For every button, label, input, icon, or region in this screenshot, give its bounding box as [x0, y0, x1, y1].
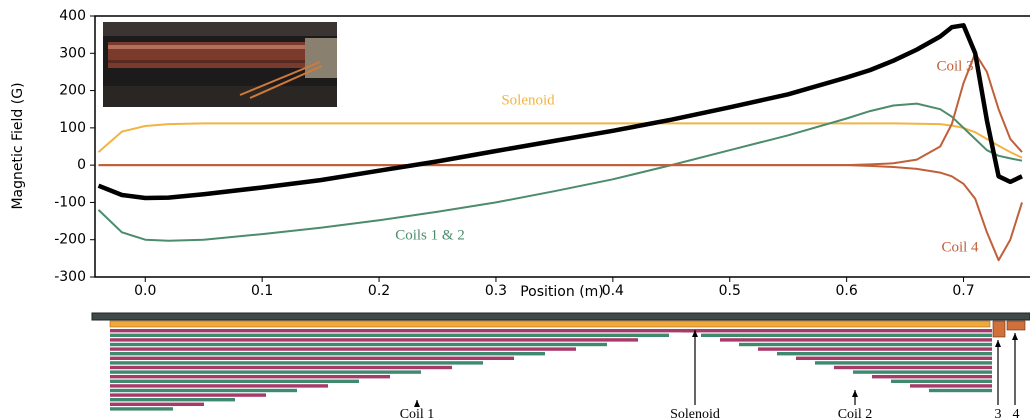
winding-label: Coil 2	[838, 407, 873, 420]
coil1-layer	[110, 388, 297, 393]
coil1-layer	[110, 365, 452, 370]
coil2-layer	[910, 384, 992, 388]
coil2-layer	[815, 361, 992, 365]
coil2-layer	[701, 333, 992, 337]
plot-frame	[94, 15, 1030, 278]
coil1-layer	[110, 347, 576, 351]
series-label: Coils 1 & 2	[395, 227, 465, 243]
coil1-layer	[110, 333, 669, 337]
arrow-head	[852, 390, 858, 397]
y-tick-label: -200	[54, 232, 86, 248]
arrow-head	[995, 340, 1001, 347]
series-label: Coil 3	[936, 58, 973, 74]
y-tick-label: 100	[59, 120, 86, 136]
y-tick-label: 300	[59, 45, 86, 61]
x-tick-label: 0.6	[836, 283, 858, 299]
coil1-layer	[110, 407, 173, 411]
coil2-layer	[796, 356, 992, 360]
x-tick-label: 0.3	[485, 283, 507, 299]
coil2-layer	[872, 375, 992, 379]
coil2-layer	[758, 347, 992, 351]
x-tick-label: 0.1	[251, 283, 273, 299]
y-tick-label: 400	[59, 8, 86, 24]
arrow-head	[692, 330, 698, 337]
y-tick-label: 0	[77, 157, 86, 173]
coil1-layer	[110, 398, 235, 402]
series-line	[97, 102, 1023, 242]
arrow-head	[1012, 333, 1018, 340]
plot-lines	[97, 23, 1023, 262]
coil1-layer	[110, 342, 607, 347]
winding-label: 3	[995, 407, 1002, 420]
x-tick-label: 0.0	[134, 283, 156, 299]
series-line	[97, 122, 1023, 159]
y-axis-label: Magnetic Field (G)	[10, 82, 26, 209]
coil1-layer	[110, 375, 390, 379]
coil1-layer	[110, 329, 700, 333]
coil1-layer	[110, 361, 483, 365]
y-tick-label: -100	[54, 194, 86, 210]
winding-base	[91, 312, 1030, 321]
coil4-block	[1006, 320, 1026, 331]
total-line	[97, 23, 1023, 201]
coil1-layer	[110, 379, 359, 383]
coil1-layer	[110, 352, 545, 356]
coil2-layer	[682, 329, 992, 333]
x-tick-label: 0.7	[952, 283, 974, 299]
photo-inset	[103, 22, 337, 107]
x-tick-label: 0.2	[368, 283, 390, 299]
coil1-layer	[110, 393, 266, 397]
coil1-layer	[110, 370, 421, 374]
coil2-layer	[777, 352, 992, 356]
y-tick-label: 200	[59, 83, 86, 99]
coil1-layer	[110, 384, 328, 388]
coil1-layer	[110, 338, 638, 342]
coil2-layer	[834, 365, 992, 370]
winding-label: Coil 1	[400, 407, 435, 420]
coil2-layer	[720, 338, 992, 342]
coil2-layer	[929, 388, 992, 393]
coil1-layer	[110, 356, 514, 360]
series-label: Solenoid	[501, 92, 555, 108]
coil2-layer	[891, 379, 992, 383]
coil1-layer	[110, 402, 204, 406]
winding-label: Solenoid	[670, 407, 720, 420]
coil2-layer	[739, 342, 992, 347]
coil3-block	[992, 320, 1006, 338]
y-tick-label: -300	[54, 269, 86, 285]
arrow-head	[414, 400, 420, 407]
x-axis-label: Position (m)	[520, 284, 604, 300]
coil2-layer	[853, 370, 992, 374]
series-label: Coil 4	[941, 239, 979, 255]
solenoid-layer	[109, 320, 991, 328]
winding-label: 4	[1013, 407, 1020, 420]
series-line	[98, 164, 1023, 262]
x-tick-label: 0.5	[719, 283, 741, 299]
x-tick-label: 0.4	[602, 283, 624, 299]
